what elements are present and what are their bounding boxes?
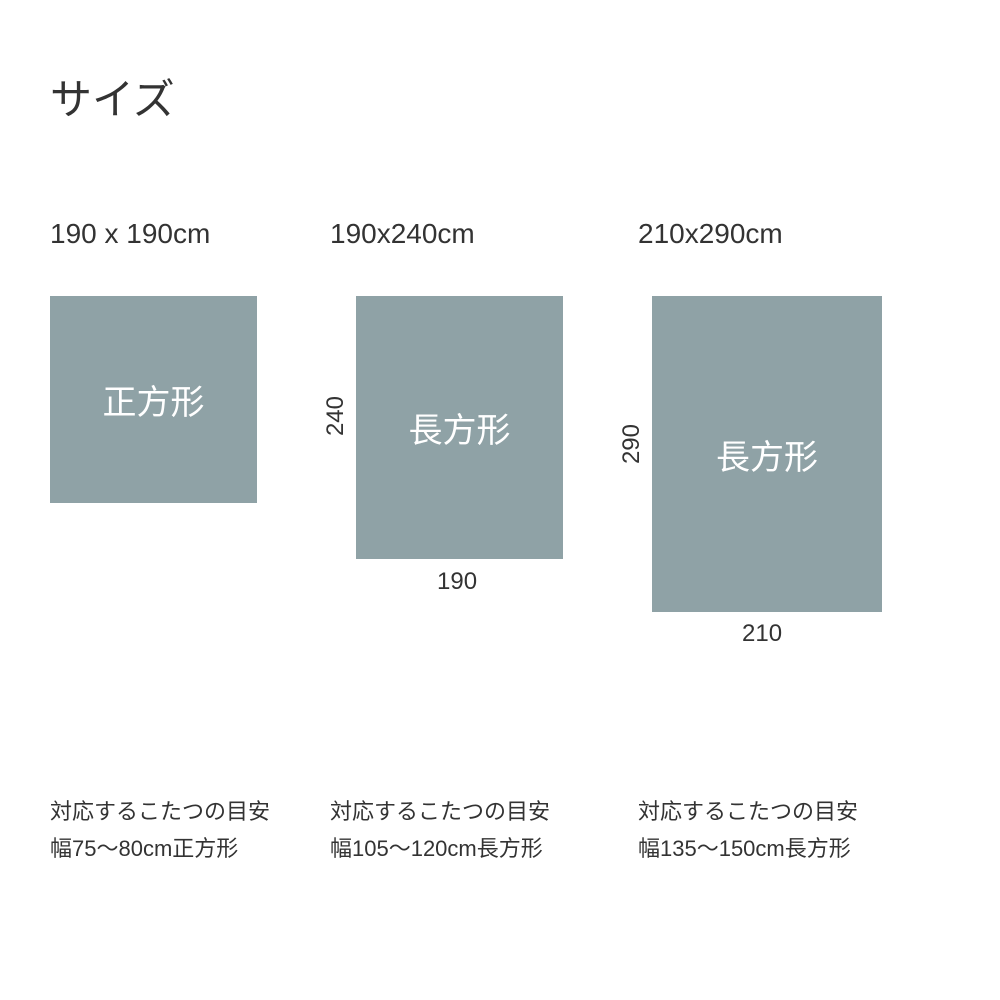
caption-3: 対応するこたつの目安 幅135～150cm長方形 [638, 793, 858, 868]
caption-2: 対応するこたつの目安 幅105～120cm長方形 [330, 793, 550, 868]
size-rect-3: 長方形 [652, 296, 882, 612]
caption-1-line1: 対応するこたつの目安 [50, 793, 270, 830]
caption-3-line1: 対応するこたつの目安 [638, 793, 858, 830]
shape-name-1: 正方形 [103, 375, 205, 424]
caption-2-line2: 幅105～120cm長方形 [330, 830, 550, 867]
size-rect-1: 正方形 [50, 296, 257, 503]
size-label-1: 190 x 190cm [50, 218, 210, 250]
page-title: サイズ [50, 66, 175, 127]
dim-height-3: 290 [618, 424, 646, 464]
dim-height-2: 240 [322, 396, 350, 436]
caption-1: 対応するこたつの目安 幅75～80cm正方形 [50, 793, 270, 868]
size-label-3: 210x290cm [638, 218, 783, 250]
caption-2-line1: 対応するこたつの目安 [330, 793, 550, 830]
dim-width-3: 210 [742, 620, 782, 648]
size-rect-2: 長方形 [356, 296, 563, 559]
caption-3-line2: 幅135～150cm長方形 [638, 830, 858, 867]
shape-name-2: 長方形 [409, 403, 511, 452]
caption-1-line2: 幅75～80cm正方形 [50, 830, 270, 867]
shape-name-3: 長方形 [716, 430, 818, 479]
size-label-2: 190x240cm [330, 218, 475, 250]
dim-width-2: 190 [437, 568, 477, 596]
